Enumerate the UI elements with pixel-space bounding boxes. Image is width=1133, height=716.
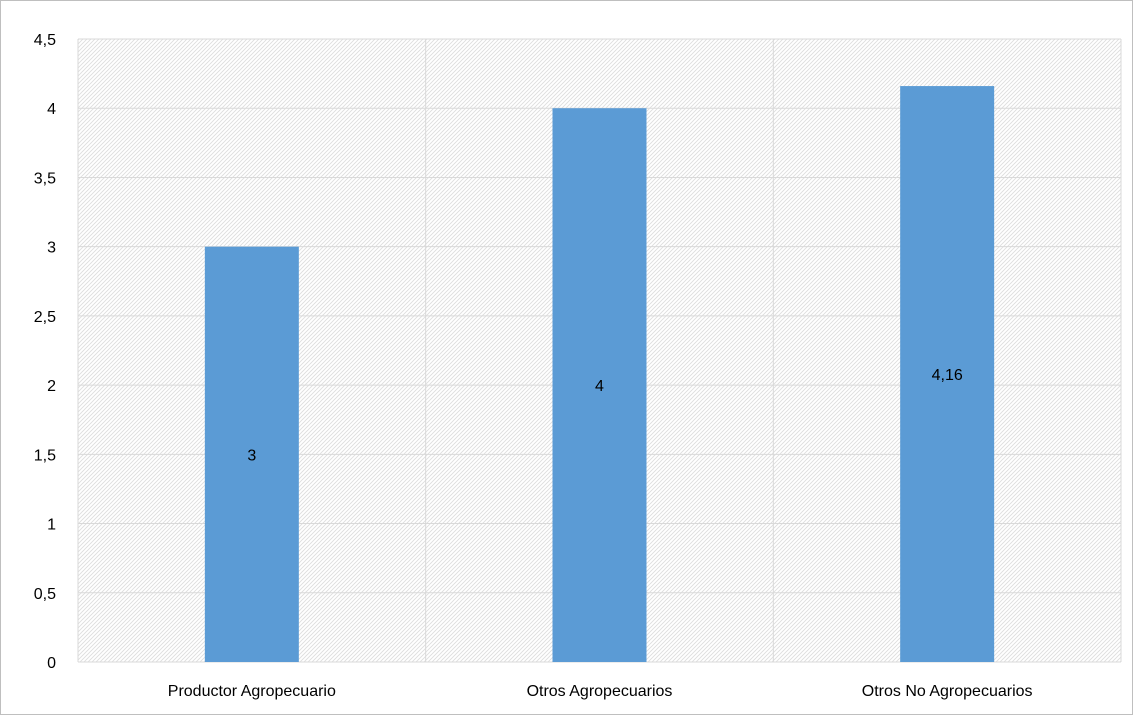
y-tick-label: 2 <box>47 378 56 395</box>
data-label: 4,16 <box>932 367 963 384</box>
x-tick-label: Otros No Agropecuarios <box>862 683 1033 700</box>
x-tick-label: Otros Agropecuarios <box>527 683 673 700</box>
y-tick-label: 4,5 <box>34 32 56 49</box>
y-tick-label: 4 <box>47 101 56 118</box>
bars <box>204 86 995 663</box>
y-tick-label: 3 <box>47 240 56 257</box>
x-tick-label: Productor Agropecuario <box>168 683 336 700</box>
labels: 0 0,5 1 1,5 2 2,5 3 3,5 4 4,5 3 Productor Agropecua… <box>34 32 1033 700</box>
bar <box>204 246 299 662</box>
bar <box>900 86 995 663</box>
y-tick-label: 3,5 <box>34 170 56 187</box>
y-tick-label: 1,5 <box>34 447 56 464</box>
data-label: 4 <box>595 378 604 395</box>
y-tick-label: 1 <box>47 517 56 534</box>
bar <box>552 108 647 662</box>
y-tick-label: 0 <box>47 655 56 672</box>
y-tick-label: 2,5 <box>34 309 56 326</box>
y-tick-label: 0,5 <box>34 586 56 603</box>
data-label: 3 <box>247 447 256 464</box>
